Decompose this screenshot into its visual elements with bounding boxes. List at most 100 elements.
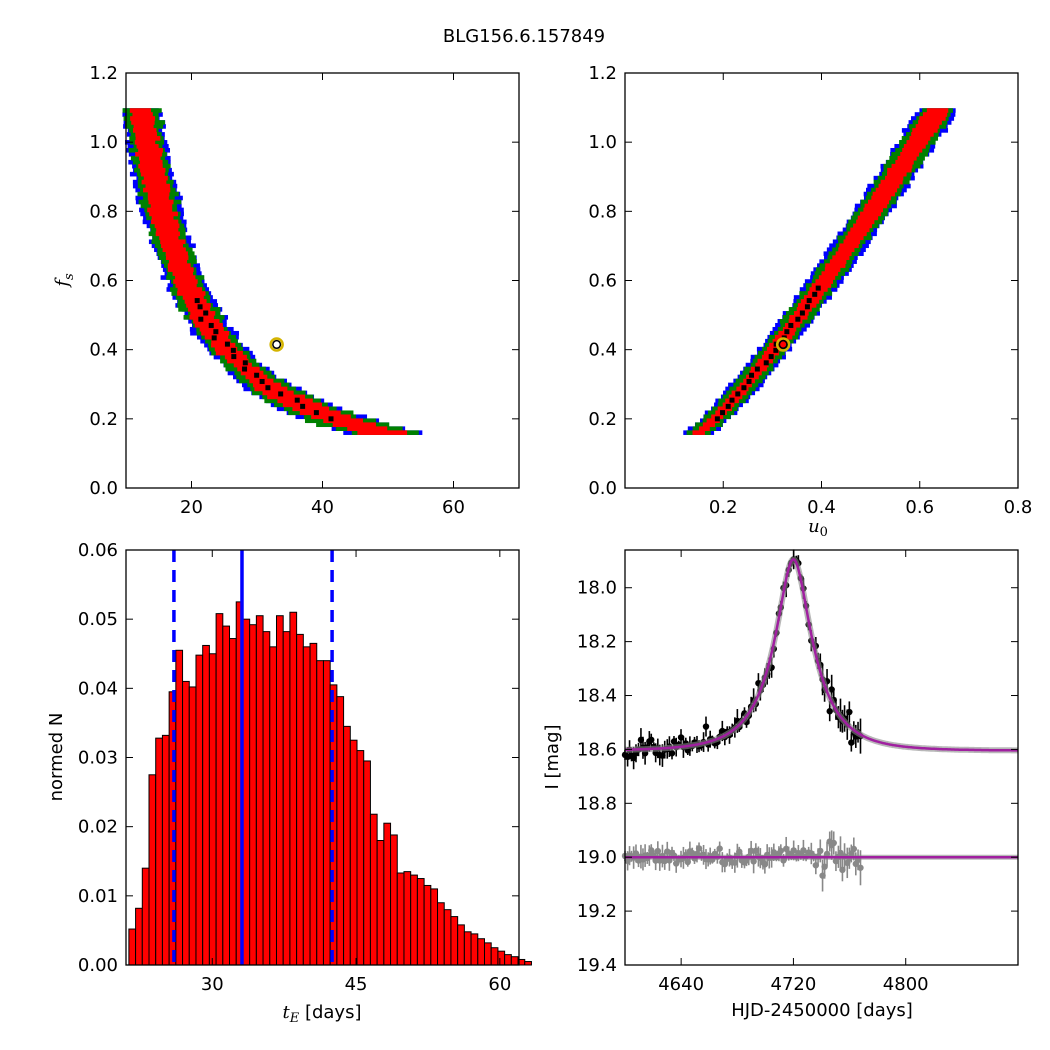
histogram-bar [443,909,452,966]
scatter-inner-band [187,307,211,312]
scatter-inner-band [173,279,198,284]
best-chi2-point [213,329,219,335]
histogram-bar [450,916,459,966]
best-chi2-point [749,372,755,378]
residual-point [747,847,755,855]
histogram-bar [309,642,318,966]
histogram-bar [470,933,479,966]
residual-point [750,858,757,865]
y-tick-label: 0.2 [89,409,118,430]
scatter-inner-band [860,211,882,217]
best-chi2-point [294,397,300,403]
scatter-inner-band [140,171,165,177]
lc-point [648,736,655,744]
histogram-bar [463,931,472,966]
residual-point [736,848,743,855]
histogram-bar [524,961,532,966]
lc-point [848,739,855,746]
histogram-bar [255,615,264,966]
scatter-inner-band [156,227,179,233]
scatter-inner-band [149,211,178,217]
scatter-inner-band [749,370,762,376]
best-chi2-point [806,298,812,304]
scatter-inner-band [912,128,938,133]
y-tick-label: 0.02 [78,817,118,838]
y-axis-label: I [mag] [542,724,563,789]
scatter-inner-band [132,128,157,133]
histogram-bar [383,822,392,966]
scatter-inner-band [887,171,907,177]
scatter-inner-band [864,203,888,209]
x-tick-label: 4720 [771,974,817,995]
histogram-bar [182,680,190,966]
scatter-inner-band [145,183,170,189]
y-tick-label: 0.4 [89,340,118,361]
scatter-inner-band [796,307,812,312]
best-chi2-point [242,360,248,366]
histogram-bar [249,624,257,966]
histogram-bar [202,644,210,966]
scatter-inner-band [919,116,946,121]
scatter-inner-band [292,406,330,412]
x-tick-label: 0.4 [807,497,836,518]
histogram-bar [510,956,519,966]
x-tick-label: 60 [488,974,511,995]
scatter-inner-band [138,147,163,153]
scatter-inner-band [138,155,161,161]
histogram-bar [141,867,150,966]
scatter-inner-band [875,187,898,193]
scatter-inner-band [177,291,206,296]
best-chi2-point [812,291,818,297]
y-tick-label: 18.8 [577,793,617,814]
scatter-inner-band [821,271,839,276]
scatter-inner-band [133,124,154,129]
best-chi2-point [254,372,260,378]
best-chi2-point [714,416,720,422]
scatter-inner-band [233,362,252,368]
figure-title: BLG156.6.157849 [443,26,605,47]
scatter-inner-band [902,147,923,153]
best-chi2-point [203,310,209,316]
scatter-inner-band [262,390,294,396]
scatter-inner-band [845,235,864,241]
best-chi2-point [725,403,731,409]
scatter-inner-band [134,140,156,145]
scatter-inner-band [909,136,931,141]
y-tick-label: 0.0 [588,478,617,499]
scatter-inner-band [165,255,189,260]
panel-fs-vs-te: 20 40 60 0.0 0.2 0.4 0.6 0.8 1.0 1.2 fs [52,63,520,518]
scatter-inner-band [906,140,929,145]
scatter-inner-band [885,175,904,181]
best-chi2-point [231,354,237,360]
scatter-inner-band [739,382,752,388]
scatter-inner-band [911,132,934,137]
scatter-inner-band [135,132,158,137]
best-chi2-point [211,335,217,341]
x-tick-label: 0.8 [1004,497,1033,518]
panel-light-curve: 4640 4720 4800 18.0 18.2 18.4 18.6 18.8 19.0 19.2… [542,549,1019,1021]
scatter-inner-band [143,187,171,193]
histogram-bar [423,884,432,966]
scatter-inner-band [143,175,168,181]
y-tick-label: 19.2 [577,901,617,922]
y-axis-label: normed N [46,713,67,802]
scatter-inner-band [154,223,180,229]
histogram-bar [483,942,492,966]
histogram-bar [128,928,137,966]
residual-point [731,859,739,866]
histogram-bar [329,684,338,966]
scatter-inner-band [177,287,203,292]
y-tick-label: 1.2 [588,63,617,84]
histogram-bar [349,739,358,966]
histogram-bar [282,631,291,966]
y-tick-label: 19.4 [577,955,617,976]
histogram-bar [316,660,324,966]
scatter-inner-band [129,108,152,113]
histogram-bar [356,750,365,966]
histogram-bar [322,660,331,966]
x-tick-label: 45 [345,974,368,995]
y-tick-label: 18.6 [577,739,617,760]
best-chi2-point [242,366,248,372]
scatter-inner-band [897,155,917,161]
histogram-bar [390,834,398,966]
